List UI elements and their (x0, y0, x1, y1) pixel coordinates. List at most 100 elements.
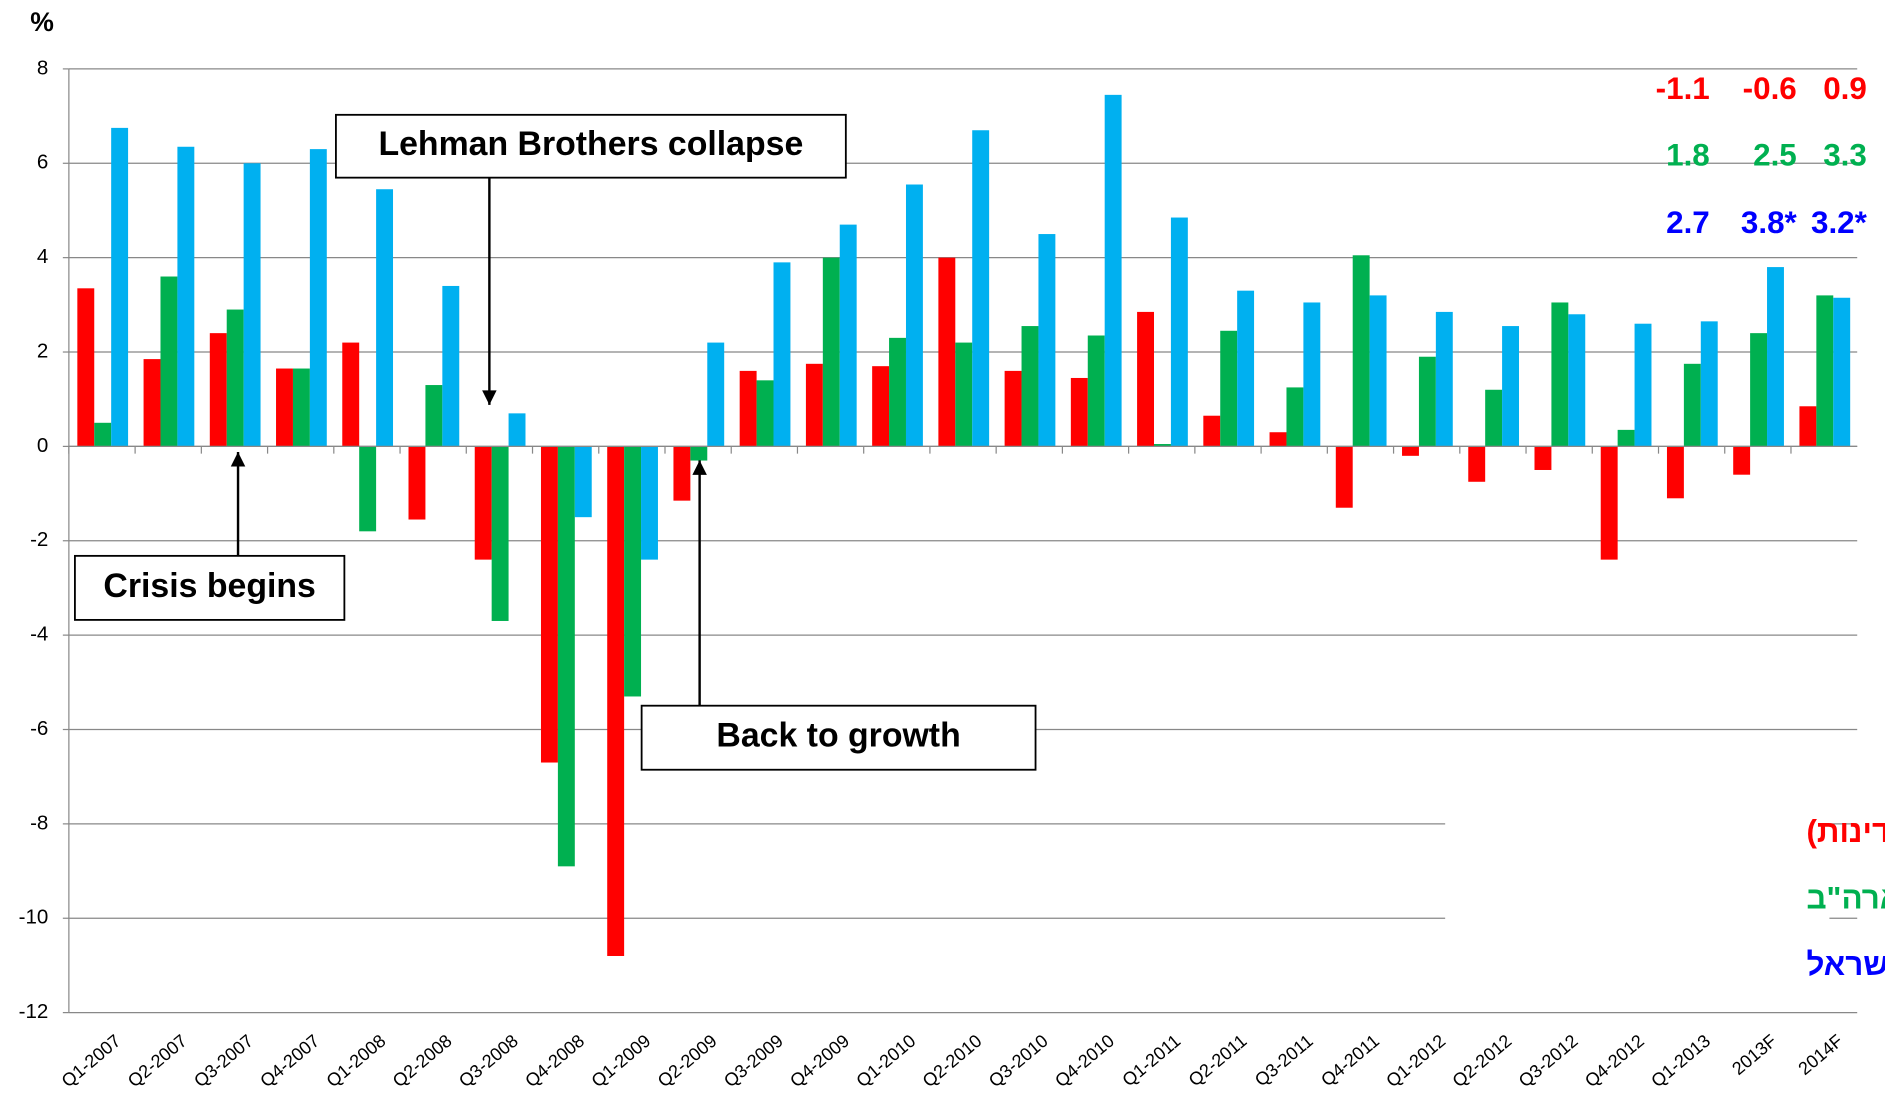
legend-label: ישראל (1806, 947, 1885, 982)
bar (1038, 234, 1056, 447)
x-tick-label: Q1-2008 (323, 1031, 390, 1092)
bar (1534, 446, 1552, 470)
legend-label: ארה"ב (1806, 881, 1885, 916)
callout-text: Crisis begins (103, 567, 315, 605)
bar (1286, 387, 1304, 447)
bar (1418, 356, 1436, 447)
x-tick-label: Q2-2008 (389, 1031, 456, 1092)
bar (1352, 255, 1370, 447)
bar (1833, 297, 1851, 447)
y-tick-label: -6 (30, 717, 48, 740)
bar (1004, 370, 1022, 447)
x-tick-label: Q3-2007 (190, 1031, 257, 1092)
x-tick-label: 2014F (1794, 1031, 1846, 1079)
bar (342, 342, 360, 447)
bar (1700, 321, 1718, 447)
bar (1070, 377, 1088, 447)
bar (690, 446, 708, 461)
bar (359, 446, 377, 532)
y-tick-label: 4 (37, 245, 48, 268)
bar (1137, 311, 1155, 447)
x-tick-label: Q1-2007 (58, 1031, 125, 1092)
bar (574, 446, 592, 518)
bar (442, 285, 460, 447)
summary-value: 1.8 (1666, 137, 1710, 172)
x-tick-label: Q4-2009 (786, 1031, 853, 1092)
bar (309, 149, 327, 447)
bar (955, 342, 973, 447)
summary-value: 3.3 (1823, 137, 1867, 172)
bar (376, 189, 394, 447)
bar (972, 130, 990, 447)
summary-value: 2.5 (1753, 137, 1797, 172)
bar (773, 262, 791, 447)
y-tick-label: 2 (37, 339, 48, 362)
arrow-head (692, 460, 707, 475)
bar (839, 224, 857, 447)
bar (77, 288, 95, 447)
x-tick-label: Q1-2013 (1647, 1031, 1714, 1092)
bar (1816, 295, 1834, 447)
bar (1220, 330, 1238, 447)
bar (1369, 295, 1387, 447)
callout-box (640, 704, 1037, 771)
bar (739, 370, 757, 447)
bar (1767, 267, 1784, 447)
x-tick-label: Q3-2008 (455, 1031, 522, 1092)
bar (1485, 389, 1503, 447)
bar (805, 363, 823, 447)
x-tick-label: Q1-2011 (1118, 1031, 1184, 1091)
y-tick-label: -8 (30, 811, 48, 834)
bar (474, 446, 492, 560)
x-tick-label: Q3-2009 (720, 1031, 787, 1092)
bar (938, 257, 956, 447)
bar (1303, 302, 1321, 447)
bar (491, 446, 509, 621)
x-tick-label: Q4-2010 (1051, 1031, 1118, 1092)
bar (209, 333, 227, 447)
bar (1502, 326, 1520, 447)
bar (1021, 326, 1039, 447)
x-tick-label: Q4-2008 (521, 1031, 588, 1092)
y-tick-label: -12 (19, 1000, 49, 1023)
bar (557, 446, 575, 867)
x-tick-label: Q2-2012 (1449, 1031, 1516, 1092)
x-tick-label: Q3-2011 (1251, 1031, 1317, 1091)
bar (160, 276, 178, 447)
bar (607, 446, 625, 956)
bar (408, 446, 426, 520)
bar (1634, 323, 1652, 447)
bar (872, 366, 890, 447)
y-tick-label: 8 (37, 56, 48, 79)
bar (276, 368, 293, 447)
x-tick-label: Q4-2012 (1581, 1031, 1648, 1092)
bar (1468, 446, 1486, 482)
bar (707, 342, 725, 447)
bar (889, 337, 906, 447)
x-tick-label: Q3-2012 (1515, 1031, 1582, 1092)
x-tick-label: Q2-2009 (654, 1031, 721, 1092)
bar (1269, 432, 1287, 447)
y-tick-label: 0 (37, 434, 48, 457)
x-tick-label: Q3-2010 (985, 1031, 1052, 1092)
bar (1600, 446, 1618, 560)
legend-label: אירופה (17 מדינות) (1806, 814, 1885, 849)
callout-box (74, 554, 346, 621)
bar (540, 446, 558, 763)
bar (1799, 406, 1817, 447)
arrow-head (482, 390, 497, 405)
bar (1104, 94, 1122, 447)
bar (905, 184, 923, 447)
bar (624, 446, 642, 697)
summary-value: -0.6 (1743, 71, 1797, 106)
callout-text: Back to growth (716, 717, 960, 755)
bar (641, 446, 658, 560)
bar (94, 422, 112, 447)
legend-background (1445, 797, 1830, 1003)
bar (1435, 311, 1453, 447)
x-tick-label: Q2-2010 (919, 1031, 986, 1092)
bar (1683, 363, 1701, 447)
x-tick-label: Q1-2010 (853, 1031, 920, 1092)
bar (1617, 429, 1635, 447)
